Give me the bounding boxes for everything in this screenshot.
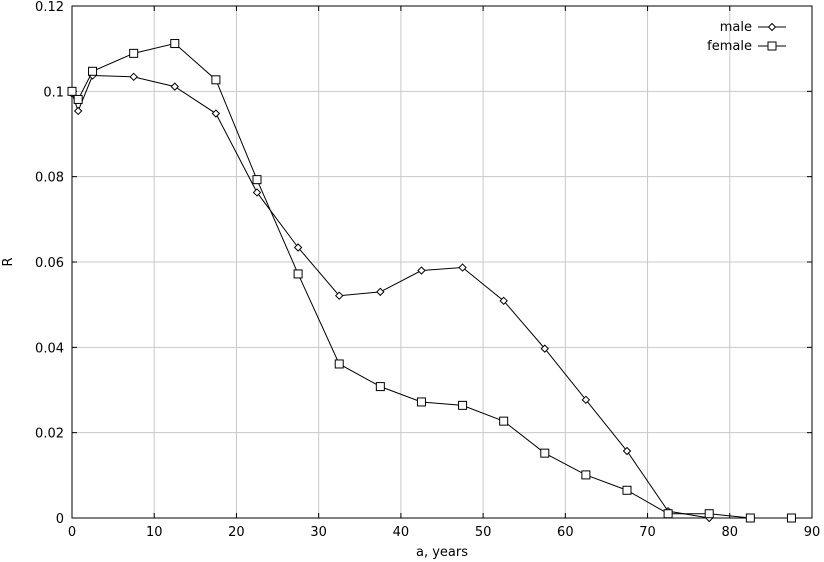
data-point-male: [499, 296, 508, 306]
series-line-male: [71, 75, 792, 519]
y-tick-label: 0.12: [35, 0, 64, 15]
x-tick-label: 60: [557, 525, 574, 540]
data-point-female: [499, 416, 509, 426]
series-line-female: [71, 43, 792, 519]
y-tick-label: 0.02: [35, 427, 64, 442]
y-tick-label: 0.04: [35, 341, 64, 356]
axes: 0 10 20 30 40 50 60 70 80 90 0 0.02 0.04 0.06 0.08 0.1 0…: [35, 0, 820, 540]
data-point-male: [335, 291, 344, 300]
data-point-male: [376, 287, 385, 297]
x-axis-label: a, years: [416, 545, 468, 560]
data-point-male: [211, 109, 221, 118]
legend-item-male: male: [720, 20, 786, 35]
legend-label: male: [720, 20, 752, 35]
data-point-female: [211, 75, 221, 85]
data-point-male: [293, 243, 303, 252]
data-point-female: [129, 48, 139, 58]
y-axis-label: R: [1, 257, 16, 266]
x-tick-label: 80: [722, 525, 739, 540]
data-point-male: [417, 266, 426, 275]
data-point-female: [786, 513, 796, 523]
y-tick-label: 0.08: [35, 171, 64, 186]
legend: male female: [707, 20, 786, 54]
data-point-female: [704, 509, 714, 519]
data-point-male: [73, 106, 83, 116]
legend-marker: [767, 41, 777, 51]
legend-item-female: female: [707, 39, 786, 54]
data-point-male: [458, 263, 467, 272]
data-point-female: [252, 175, 262, 185]
legend-marker: [767, 22, 777, 32]
y-tick-label: 0.06: [35, 256, 64, 271]
x-tick-label: 20: [228, 525, 245, 540]
y-tick-label: 0: [56, 512, 64, 527]
legend-label: female: [707, 39, 752, 54]
grid: [72, 6, 812, 518]
x-tick-label: 90: [804, 525, 821, 540]
data-point-female: [67, 86, 77, 96]
data-point-female: [745, 513, 755, 523]
data-point-female: [73, 94, 83, 104]
data-point-female: [622, 485, 632, 495]
y-tick-label: 0.1: [43, 85, 64, 100]
data-point-female: [334, 359, 344, 369]
series: [67, 39, 796, 523]
data-point-male: [252, 188, 262, 197]
data-point-female: [540, 448, 550, 458]
data-point-female: [416, 397, 426, 407]
x-tick-label: 40: [393, 525, 410, 540]
data-point-female: [88, 66, 98, 76]
data-point-male: [581, 395, 591, 405]
data-point-female: [458, 400, 468, 410]
data-point-female: [375, 382, 385, 392]
data-point-male: [540, 344, 549, 353]
data-point-female: [663, 509, 673, 519]
x-tick-label: 50: [475, 525, 492, 540]
x-tick-label: 10: [146, 525, 163, 540]
data-point-male: [622, 446, 632, 456]
data-point-female: [581, 470, 591, 480]
series-female: [67, 39, 796, 523]
data-point-female: [293, 269, 303, 279]
series-male: [67, 71, 796, 523]
x-tick-label: 0: [68, 525, 76, 540]
data-point-male: [170, 82, 179, 91]
data-point-male: [129, 72, 138, 82]
data-point-female: [170, 39, 180, 49]
x-tick-label: 70: [639, 525, 656, 540]
x-tick-label: 30: [310, 525, 327, 540]
